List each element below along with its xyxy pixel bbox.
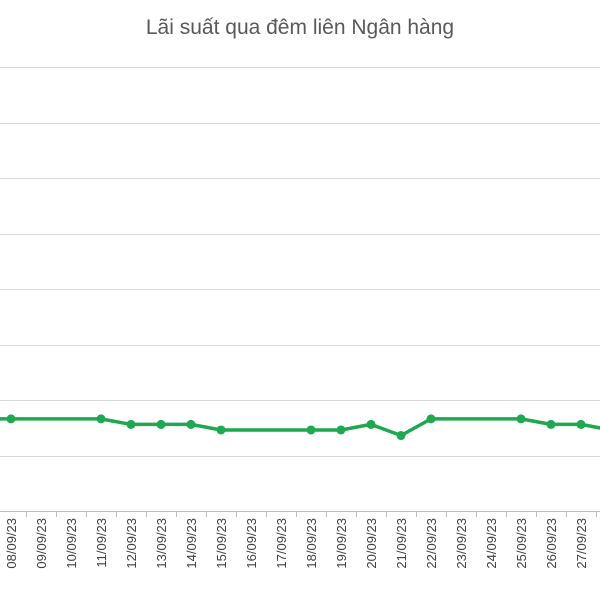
data-point <box>366 419 376 429</box>
x-tick-label: 27/09/23 <box>574 518 589 569</box>
x-tick-label: 20/09/23 <box>364 518 379 569</box>
series-layer <box>0 414 600 441</box>
data-point <box>156 419 166 429</box>
x-tick-label: 18/09/23 <box>304 518 319 569</box>
x-tick-label: 23/09/23 <box>454 518 469 569</box>
data-point <box>186 419 196 429</box>
data-point <box>426 414 436 424</box>
x-tick-label: 15/09/23 <box>214 518 229 569</box>
x-tick-label: 24/09/23 <box>484 518 499 569</box>
data-point <box>576 419 586 429</box>
x-tick-label: 19/09/23 <box>334 518 349 569</box>
x-tick-label: 11/09/23 <box>94 518 109 568</box>
data-point <box>306 425 316 435</box>
data-point <box>516 414 526 424</box>
series-line <box>0 417 600 438</box>
data-point <box>546 419 556 429</box>
x-tick-label: 08/09/23 <box>4 518 19 569</box>
chart-title: Lãi suất qua đêm liên Ngân hàng <box>145 16 455 39</box>
data-point <box>126 419 136 429</box>
data-point <box>216 425 226 435</box>
data-point <box>96 414 106 424</box>
x-tick-label: 14/09/23 <box>184 518 199 569</box>
data-point <box>336 425 346 435</box>
x-tick-label: 17/09/23 <box>274 518 289 569</box>
x-tick-label: 13/09/23 <box>154 518 169 569</box>
gridlines <box>0 67 600 457</box>
x-tick-labels: 08/09/23 09/09/23 10/09/23 11/09/23 12/09/23… <box>4 518 589 569</box>
x-tick-label: 10/09/23 <box>64 518 79 569</box>
x-tick-label: 09/09/23 <box>34 518 49 569</box>
x-tick-label: 22/09/23 <box>424 518 439 569</box>
x-tick-label: 21/09/23 <box>394 518 409 569</box>
x-tick-label: 26/09/23 <box>544 518 559 569</box>
x-tick-label: 16/09/23 <box>244 518 259 569</box>
x-tick-label: 25/09/23 <box>514 518 529 569</box>
x-axis <box>0 511 600 517</box>
data-point <box>396 431 406 441</box>
x-tick-label: 12/09/23 <box>124 518 139 569</box>
data-point <box>6 414 16 424</box>
